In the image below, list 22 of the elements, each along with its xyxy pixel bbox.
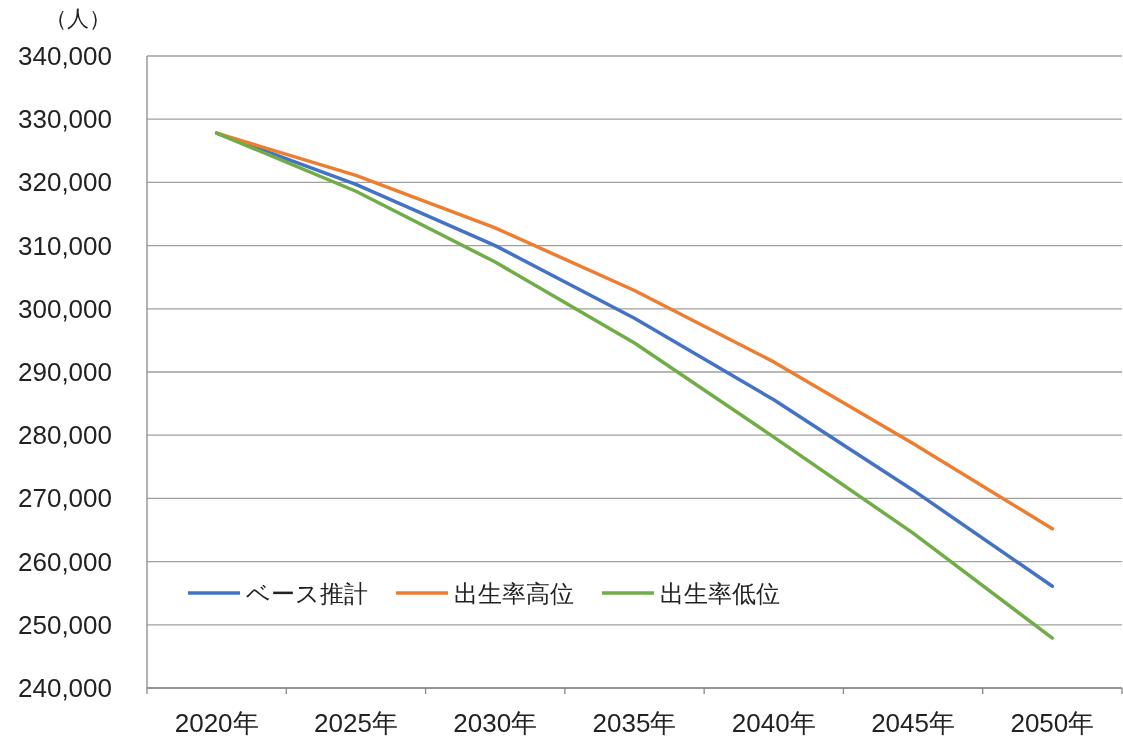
y-tick-label: 250,000 bbox=[18, 609, 112, 640]
y-tick-label: 310,000 bbox=[18, 230, 112, 261]
legend-label: ベース推計 bbox=[246, 580, 368, 607]
y-tick-label: 330,000 bbox=[18, 104, 112, 135]
y-tick-label: 300,000 bbox=[18, 293, 112, 324]
x-tick-label: 2025年 bbox=[314, 708, 398, 738]
legend-label: 出生率高位 bbox=[454, 580, 574, 607]
y-tick-label: 270,000 bbox=[18, 483, 112, 514]
x-tick-label: 2035年 bbox=[592, 708, 677, 738]
x-tick-label: 2045年 bbox=[871, 708, 955, 738]
x-tick-label: 2040年 bbox=[731, 708, 816, 738]
y-tick-label: 240,000 bbox=[18, 673, 112, 703]
x-tick-label: 2020年 bbox=[174, 708, 259, 738]
y-tick-label: 340,000 bbox=[18, 41, 112, 71]
legend-label: 出生率低位 bbox=[660, 580, 780, 607]
y-tick-label: 320,000 bbox=[18, 167, 112, 198]
y-axis-title: （人） bbox=[45, 6, 111, 31]
y-tick-label: 260,000 bbox=[18, 546, 112, 577]
x-tick-label: 2050年 bbox=[1010, 708, 1095, 738]
y-tick-label: 290,000 bbox=[18, 357, 112, 387]
y-tick-label: 280,000 bbox=[18, 420, 112, 451]
x-tick-label: 2030年 bbox=[453, 708, 538, 738]
